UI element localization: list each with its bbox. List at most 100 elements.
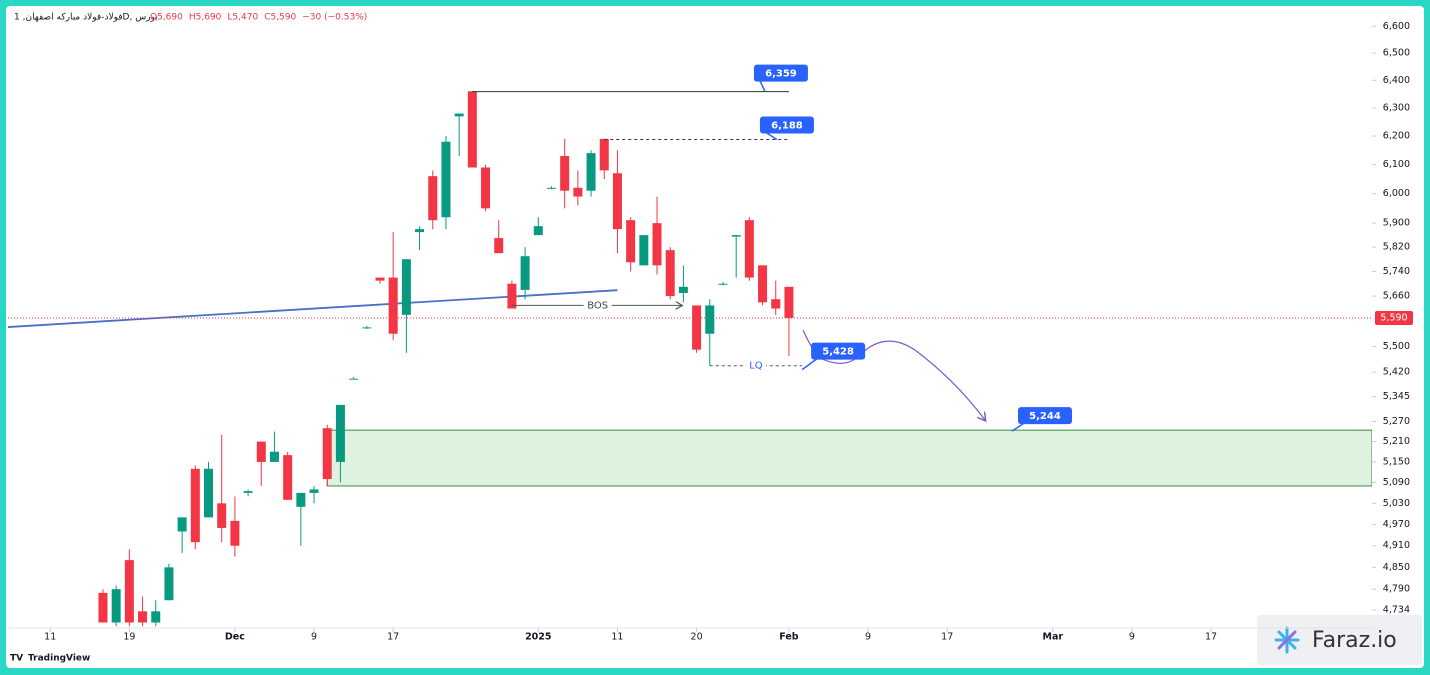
candle-body <box>626 220 636 263</box>
candle-body <box>98 592 108 623</box>
y-tick-label: 4,790 <box>1383 584 1410 595</box>
y-tick-label: 5,420 <box>1383 367 1410 378</box>
demand-zone <box>326 429 1372 487</box>
candle-body <box>692 305 702 350</box>
y-tick-label: 5,210 <box>1383 436 1410 447</box>
bos-label-bg <box>583 298 612 313</box>
candle-body <box>164 567 174 601</box>
candle-body <box>705 305 715 334</box>
candle-body <box>190 468 200 543</box>
panel <box>6 6 1424 668</box>
candle-body <box>256 441 266 462</box>
watermark-logo <box>1274 626 1300 654</box>
callout-box <box>811 342 866 360</box>
symbol: فولاد-فولاد مبارکه اصفهان, 1D, بورس <box>14 13 158 23</box>
callout-label: 5,428 <box>822 347 854 358</box>
x-tick-label: 9 <box>311 632 317 643</box>
callout-pointer <box>801 357 818 371</box>
candle-body <box>546 187 556 189</box>
candle-body <box>124 560 134 623</box>
y-tick-label: 4,734 <box>1383 604 1410 615</box>
candle-body <box>111 589 121 623</box>
x-tick-label: 2025 <box>525 632 551 643</box>
candle-body <box>269 451 279 462</box>
y-tick-label: 5,150 <box>1383 456 1410 467</box>
last-price-label: 5,590 <box>1380 312 1407 323</box>
x-tick-label: 17 <box>387 632 399 643</box>
last-price-box <box>1375 310 1413 325</box>
candle-body <box>744 220 754 278</box>
candle-body <box>138 611 148 623</box>
y-tick-label: 5,030 <box>1383 498 1410 509</box>
y-tick-label: 5,740 <box>1383 266 1410 277</box>
y-tick-label: 6,200 <box>1383 131 1410 142</box>
candle-body <box>467 91 477 168</box>
candle-body <box>415 229 425 233</box>
candle-body <box>177 517 187 532</box>
y-tick-label: 5,270 <box>1383 416 1410 427</box>
callout-label: 5,244 <box>1029 411 1061 422</box>
callout-pointer <box>765 131 778 141</box>
callout-label: 6,188 <box>771 120 803 131</box>
brand-logo: TV <box>10 654 23 664</box>
y-tick-label: 5,900 <box>1383 218 1410 229</box>
ohlc-value: L5,470 <box>227 13 258 23</box>
candle-body <box>151 611 161 623</box>
candle-body <box>217 503 227 528</box>
candle-body <box>481 167 491 209</box>
lq-label-bg <box>745 358 766 373</box>
x-tick-label: 17 <box>941 632 953 643</box>
callout-box <box>759 116 814 134</box>
callout-box <box>1018 407 1072 425</box>
callout-pointer <box>759 80 766 92</box>
y-tick-label: 5,820 <box>1383 242 1410 253</box>
candle-body <box>401 259 411 315</box>
lq-label: LQ <box>749 361 763 372</box>
x-tick-label: 19 <box>123 632 135 643</box>
y-tick-label: 6,100 <box>1383 159 1410 170</box>
candle-body <box>665 250 675 297</box>
y-tick-label: 5,660 <box>1383 291 1410 302</box>
bos-label: BOS <box>587 300 608 311</box>
y-tick-label: 6,600 <box>1383 21 1410 32</box>
ohlc-header: O5,690 H5,690 L5,470 C5,590 −30 (−0.53%) <box>150 13 367 23</box>
candle-body <box>599 138 609 171</box>
candle-body <box>349 378 359 380</box>
candle-body <box>507 283 517 309</box>
candle-body <box>362 327 372 329</box>
candle-body <box>520 256 530 290</box>
brand: TradingView <box>28 654 90 664</box>
candle-body <box>335 404 345 462</box>
y-tick-label: 6,500 <box>1383 48 1410 59</box>
y-tick-label: 5,500 <box>1383 341 1410 352</box>
candle-body <box>243 491 253 493</box>
candle-body <box>283 455 293 500</box>
callout-box <box>753 64 808 82</box>
y-tick-label: 5,345 <box>1383 391 1410 402</box>
x-tick-label: 9 <box>1129 632 1135 643</box>
candle-body <box>586 153 596 191</box>
x-tick-label: Feb <box>779 632 799 643</box>
candle-body <box>784 286 794 318</box>
candle-body <box>678 286 688 293</box>
y-tick-label: 4,970 <box>1383 519 1410 530</box>
candle-body <box>639 235 649 266</box>
x-tick-label: 9 <box>865 632 871 643</box>
candle-body <box>296 492 306 507</box>
candle-body <box>533 226 543 236</box>
candle-body <box>573 187 583 197</box>
candle-body <box>428 176 438 221</box>
x-tick-label: 17 <box>1205 632 1217 643</box>
candle-body <box>652 223 662 266</box>
candle-body <box>731 235 741 237</box>
candle-body <box>204 468 214 518</box>
y-tick-label: 6,000 <box>1383 188 1410 199</box>
x-tick-label: 11 <box>44 632 56 643</box>
y-tick-label: 6,300 <box>1383 102 1410 113</box>
callout-pointer <box>1011 422 1025 432</box>
candle-body <box>771 299 781 309</box>
ohlc-value: H5,690 <box>189 13 222 23</box>
candle-body <box>375 277 385 281</box>
y-tick-label: 4,910 <box>1383 540 1410 551</box>
